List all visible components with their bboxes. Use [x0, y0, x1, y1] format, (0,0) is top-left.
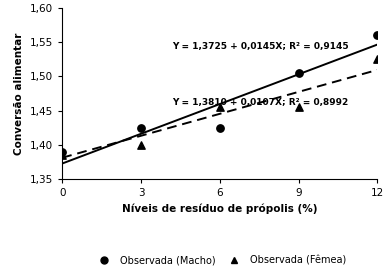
Y-axis label: Conversão alimentar: Conversão alimentar: [14, 32, 25, 155]
Point: [374, 33, 380, 37]
Point: [295, 105, 301, 109]
Text: Y = 1,3810 + 0,0107X; R² = 0,8992: Y = 1,3810 + 0,0107X; R² = 0,8992: [172, 98, 349, 107]
Point: [59, 153, 65, 157]
Point: [59, 150, 65, 154]
Point: [295, 71, 301, 75]
Point: [138, 125, 144, 130]
X-axis label: Níveis de resíduo de própolis (%): Níveis de resíduo de própolis (%): [122, 203, 317, 214]
Point: [138, 143, 144, 147]
Legend: Observada (Macho), Estimada (Macho), Observada (Fêmea), Estimada (Fêmea): Observada (Macho), Estimada (Macho), Obs…: [94, 256, 346, 267]
Point: [217, 105, 223, 109]
Text: Y = 1,3725 + 0,0145X; R² = 0,9145: Y = 1,3725 + 0,0145X; R² = 0,9145: [172, 42, 349, 52]
Point: [217, 125, 223, 130]
Point: [374, 57, 380, 61]
